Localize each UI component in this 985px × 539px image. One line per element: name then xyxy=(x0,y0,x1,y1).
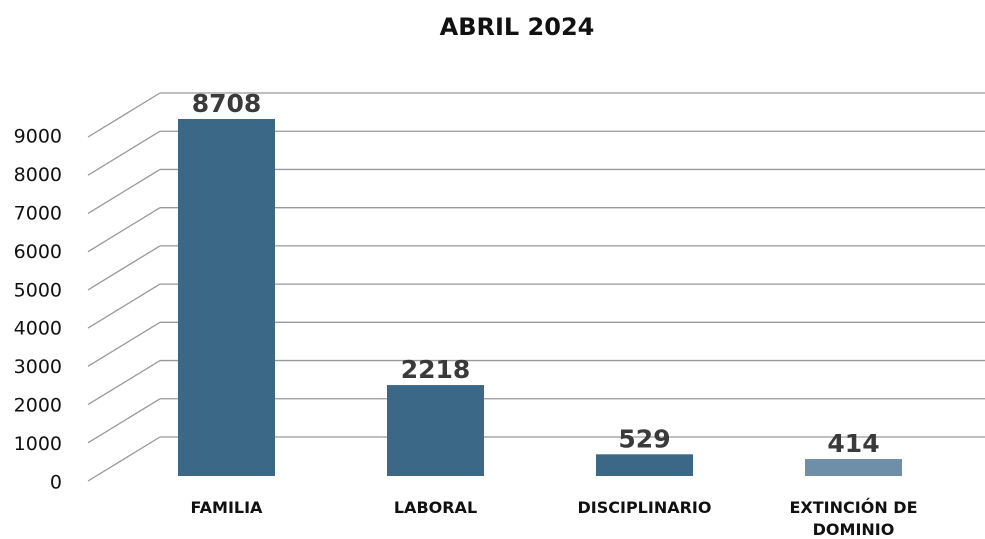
x-tick-label: FAMILIA xyxy=(190,498,263,517)
data-label: 2218 xyxy=(401,355,471,384)
y-tick-label: 9000 xyxy=(14,126,62,148)
x-tick-label: LABORAL xyxy=(393,498,478,517)
bar xyxy=(596,454,693,476)
x-tick-label: EXTINCIÓN DE DOMINIO xyxy=(789,498,918,539)
y-tick-label: 0 xyxy=(50,472,62,494)
bar xyxy=(387,385,484,476)
grid-line xyxy=(87,436,161,482)
y-tick-label: 3000 xyxy=(14,356,62,378)
grid-line xyxy=(87,245,161,291)
grid-line xyxy=(87,92,161,138)
bar xyxy=(805,459,902,476)
grid-line xyxy=(87,168,161,214)
chart-title: ABRIL 2024 xyxy=(440,13,595,41)
grid-line xyxy=(87,130,161,176)
y-tick-label: 7000 xyxy=(14,202,62,224)
grid-line xyxy=(87,398,161,444)
data-label: 414 xyxy=(827,429,879,458)
grid-line xyxy=(87,283,161,329)
grid-line xyxy=(87,321,161,367)
y-tick-label: 4000 xyxy=(14,318,62,340)
grid-line xyxy=(87,207,161,253)
y-tick-label: 8000 xyxy=(14,164,62,186)
bar xyxy=(178,118,275,477)
y-tick-label: 1000 xyxy=(14,433,62,455)
y-tick-label: 6000 xyxy=(14,241,62,263)
data-label: 8708 xyxy=(192,89,262,118)
y-tick-label: 5000 xyxy=(14,279,62,301)
x-tick-label: DISCIPLINARIO xyxy=(577,498,712,517)
data-label: 529 xyxy=(618,424,670,453)
grid-line xyxy=(87,360,161,406)
y-tick-label: 2000 xyxy=(14,395,62,417)
